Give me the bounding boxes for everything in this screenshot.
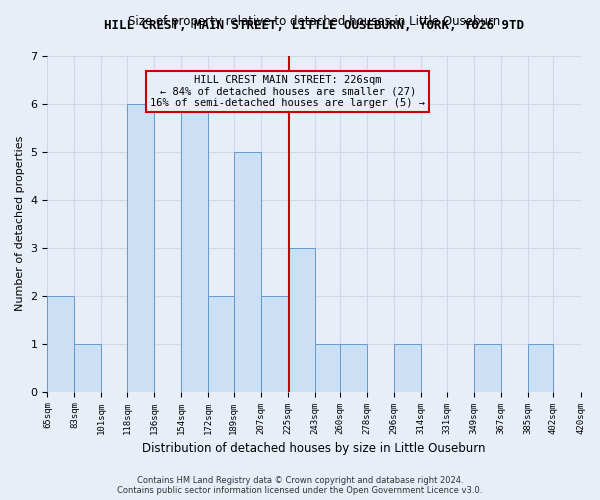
Bar — [528, 344, 553, 392]
Bar — [315, 344, 340, 392]
Bar — [127, 104, 154, 392]
Bar — [474, 344, 501, 392]
Bar — [233, 152, 260, 392]
Bar — [181, 104, 208, 392]
Text: HILL CREST, MAIN STREET, LITTLE OUSEBURN, YORK, YO26 9TD: HILL CREST, MAIN STREET, LITTLE OUSEBURN… — [104, 19, 524, 32]
Bar — [208, 296, 233, 392]
Bar — [394, 344, 421, 392]
Bar — [340, 344, 367, 392]
Bar — [74, 344, 101, 392]
Y-axis label: Number of detached properties: Number of detached properties — [15, 136, 25, 312]
Title: Size of property relative to detached houses in Little Ouseburn: Size of property relative to detached ho… — [128, 15, 500, 28]
Bar — [260, 296, 287, 392]
Text: HILL CREST MAIN STREET: 226sqm
← 84% of detached houses are smaller (27)
16% of : HILL CREST MAIN STREET: 226sqm ← 84% of … — [150, 75, 425, 108]
Bar — [47, 296, 74, 392]
Bar — [287, 248, 315, 392]
X-axis label: Distribution of detached houses by size in Little Ouseburn: Distribution of detached houses by size … — [142, 442, 486, 455]
Text: Contains HM Land Registry data © Crown copyright and database right 2024.
Contai: Contains HM Land Registry data © Crown c… — [118, 476, 482, 495]
